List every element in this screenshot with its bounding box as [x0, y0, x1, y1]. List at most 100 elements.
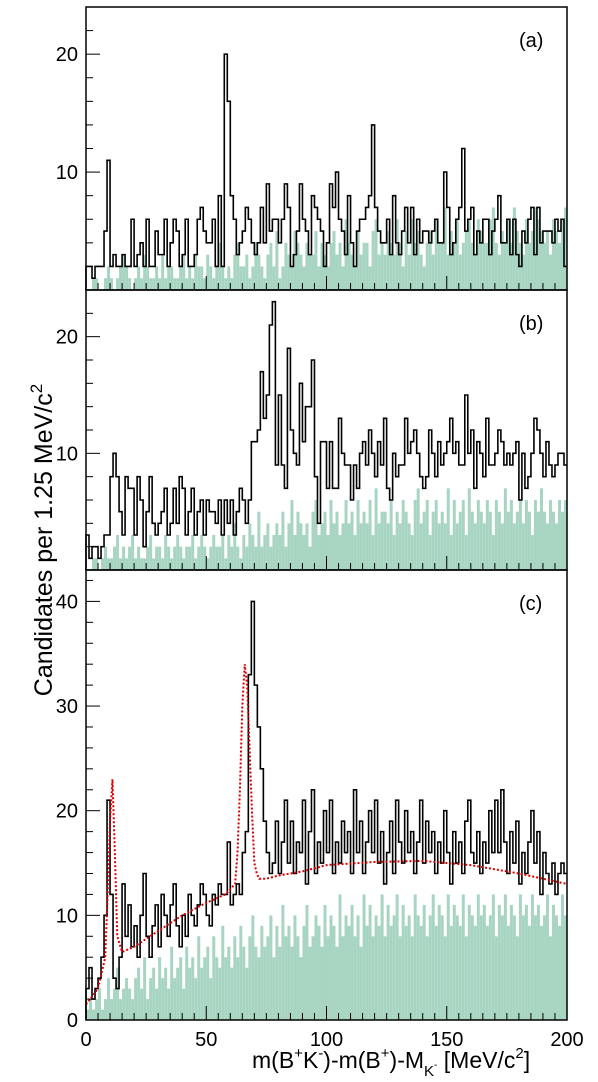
background-bar [104, 278, 108, 290]
background-bar [140, 278, 144, 290]
background-bar [314, 231, 318, 290]
background-bar [398, 242, 402, 290]
background-bar [338, 535, 342, 570]
background-bar [326, 266, 330, 290]
background-bar [113, 546, 117, 570]
background-bar [536, 219, 540, 290]
background-bar [209, 546, 213, 570]
background-bar [365, 925, 369, 1020]
background-bar [290, 266, 294, 290]
background-bar [470, 242, 474, 290]
background-bar [440, 242, 444, 290]
y-axis-label: Candidates per 1.25 MeV/c2 [27, 384, 58, 696]
background-bar [407, 523, 411, 570]
background-bar [515, 511, 519, 570]
background-bar [491, 535, 495, 570]
background-bar [173, 546, 177, 570]
background-bar [92, 558, 96, 570]
background-bar [266, 254, 270, 290]
x-axis-label-part: )-m(B [323, 1047, 380, 1073]
background-bar [350, 904, 354, 1020]
background-bar [131, 999, 135, 1020]
background-bar [254, 946, 258, 1020]
background-bar [296, 936, 300, 1020]
background-bar [437, 904, 441, 1020]
background-bar [284, 242, 288, 290]
background-bar [116, 278, 120, 290]
background-bar [320, 523, 324, 570]
background-bar [521, 254, 525, 290]
x-axis-label-part: )-M [390, 1047, 424, 1073]
background-bar [257, 957, 261, 1020]
background-bar [314, 500, 318, 570]
x-tick-label: 0 [80, 1029, 91, 1051]
background-bar [185, 946, 189, 1020]
background-bar [128, 988, 132, 1020]
background-bar [203, 278, 207, 290]
background-bar [200, 266, 204, 290]
background-bar [509, 904, 513, 1020]
background-bar [206, 254, 210, 290]
x-tick-label: 100 [310, 1029, 343, 1051]
background-bar [275, 925, 279, 1020]
background-bar [368, 500, 372, 570]
background-bar [482, 523, 486, 570]
background-bar [461, 500, 465, 570]
background-bar [299, 957, 303, 1020]
background-bar [374, 219, 378, 290]
background-bar [560, 894, 564, 1020]
background-bar [320, 946, 324, 1020]
background-bar [515, 231, 519, 290]
background-bar [464, 535, 468, 570]
background-bar [434, 219, 438, 290]
background-bar [173, 278, 177, 290]
background-bar [470, 915, 474, 1020]
background-bar [455, 523, 459, 570]
background-bar [383, 254, 387, 290]
background-bar [206, 946, 210, 1020]
background-bar [350, 254, 354, 290]
background-bar [263, 278, 267, 290]
background-bar [311, 254, 315, 290]
background-bar [482, 242, 486, 290]
background-bar [119, 999, 123, 1020]
background-bar [290, 500, 294, 570]
background-bar [506, 511, 510, 570]
background-bar [506, 925, 510, 1020]
background-bar [134, 278, 138, 290]
background-bar [500, 523, 504, 570]
background-bar [374, 488, 378, 570]
background-bar [368, 266, 372, 290]
y-tick-label: 20 [56, 327, 78, 349]
background-bar [224, 957, 228, 1020]
background-bar [146, 999, 150, 1020]
panel-label: (a) [519, 30, 543, 52]
background-bar [503, 242, 507, 290]
background-bar [533, 500, 537, 570]
background-bar [293, 231, 297, 290]
background-bar [353, 535, 357, 570]
background-bar [359, 946, 363, 1020]
background-bar [173, 978, 177, 1020]
data-histogram [85, 600, 567, 1020]
background-bar [251, 535, 255, 570]
background-bar [218, 242, 222, 290]
background-bar [377, 254, 381, 290]
background-bar [533, 207, 537, 290]
background-bar [191, 957, 195, 1020]
background-bar [416, 231, 420, 290]
background-bar [371, 936, 375, 1020]
background-bar [143, 254, 147, 290]
background-bar [110, 999, 114, 1020]
background-bar [203, 546, 207, 570]
background-bar [161, 254, 165, 290]
background-bar [221, 266, 225, 290]
y-tick-label: 20 [56, 44, 78, 66]
background-bar [263, 946, 267, 1020]
background-bar [425, 242, 429, 290]
background-bar [530, 894, 534, 1020]
data-histogram [85, 53, 567, 290]
background-bar [431, 254, 435, 290]
background-bar [215, 957, 219, 1020]
background-bar [176, 278, 180, 290]
